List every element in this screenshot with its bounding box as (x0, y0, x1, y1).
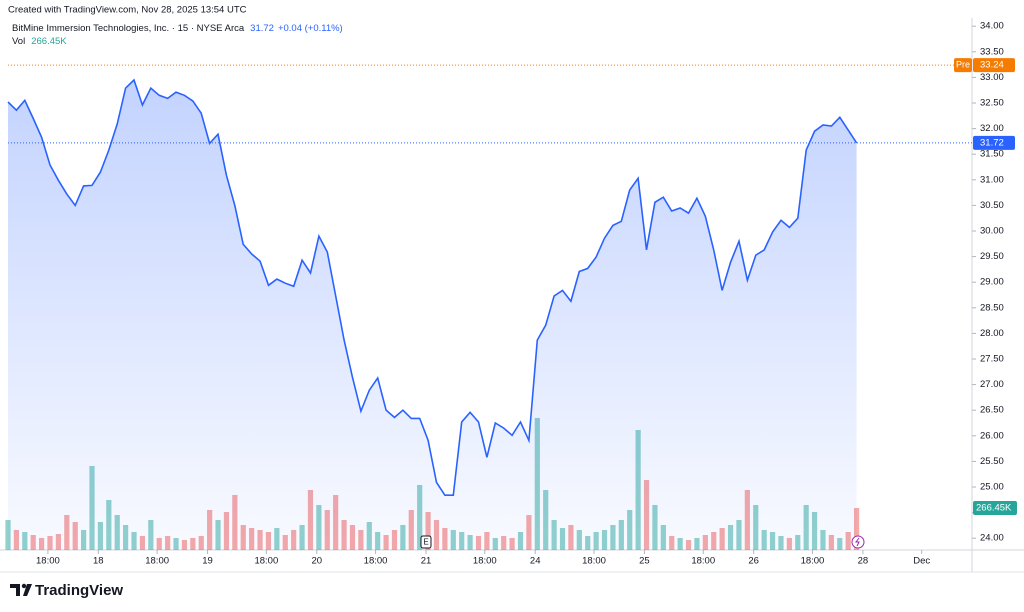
x-tick-label: 18 (93, 556, 104, 567)
legend-volume-value: 266.45K (31, 36, 67, 47)
x-tick-label: 18:00 (364, 556, 388, 567)
watermark: Created with TradingView.com, Nov 28, 20… (8, 5, 247, 16)
pre-price-label: 33.24 (980, 60, 1004, 71)
x-tick-label: 18:00 (801, 556, 825, 567)
y-tick-label: 26.50 (980, 405, 1004, 416)
y-tick-label: 34.00 (980, 21, 1004, 32)
event-marker (420, 535, 432, 549)
brand: TradingView (35, 582, 123, 599)
y-tick-label: 29.50 (980, 251, 1004, 262)
y-tick-label: 28.00 (980, 328, 1004, 339)
legend-line: BitMine Immersion Technologies, Inc. · 1… (12, 23, 343, 34)
x-tick-label: 18:00 (145, 556, 169, 567)
x-tick-label: 26 (748, 556, 759, 567)
brand-logo: TradingView (10, 582, 123, 599)
legend-volume-name: Vol (12, 36, 25, 47)
x-tick-label: 24 (530, 556, 541, 567)
x-tick-label: 18:00 (582, 556, 606, 567)
volume-badge-label: 266.45K (976, 503, 1012, 514)
x-tick-label: 25 (639, 556, 650, 567)
pre-badge (973, 58, 1015, 73)
event-label: E (423, 538, 428, 547)
price-line (7, 78, 858, 496)
y-tick-label: 31.50 (980, 149, 1004, 160)
y-tick-label: 24.00 (980, 533, 1004, 544)
alert-bolt (855, 537, 860, 547)
y-tick-label: 28.50 (980, 302, 1004, 313)
y-tick-label: 26.00 (980, 430, 1004, 441)
y-tick-label: 30.50 (980, 200, 1004, 211)
x-tick-label: 21 (421, 556, 432, 567)
x-tick-label: Dec (913, 556, 930, 567)
legend-change: +0.04 (+0.11%) (278, 23, 343, 34)
last-price-badge (973, 135, 1015, 150)
y-tick-label: 27.50 (980, 354, 1004, 365)
y-tick-label: 33.00 (980, 72, 1004, 83)
x-tick-label: 28 (858, 556, 869, 567)
logo-dot (21, 583, 27, 589)
x-tick-label: 18:00 (36, 556, 60, 567)
last-price-label: 31.72 (980, 137, 1004, 148)
y-tick-label: 32.00 (980, 123, 1004, 134)
y-tick-label: 25.50 (980, 456, 1004, 467)
pre-tag (954, 58, 972, 73)
pre-tag-label: Pre (956, 59, 970, 69)
logo-mark (10, 584, 20, 596)
legend-price: 31.72 (250, 23, 274, 34)
y-tick-label: 32.50 (980, 98, 1004, 109)
x-tick-label: 19 (202, 556, 213, 567)
volume-badge (973, 501, 1017, 515)
legend-symbol: BitMine Immersion Technologies, Inc. · 1… (12, 23, 245, 34)
y-tick-label: 31.00 (980, 174, 1004, 185)
logo-slash (23, 584, 32, 596)
y-tick-label: 29.00 (980, 277, 1004, 288)
x-tick-label: 18:00 (473, 556, 497, 567)
y-tick-label: 30.00 (980, 226, 1004, 237)
legend-volume: Vol 266.45K (12, 36, 67, 47)
x-tick-label: 18:00 (254, 556, 278, 567)
y-tick-label: 25.00 (980, 482, 1004, 493)
area-fill (8, 80, 857, 550)
y-tick-label: 33.50 (980, 46, 1004, 57)
x-tick-label: 18:00 (691, 556, 715, 567)
x-tick-label: 20 (311, 556, 322, 567)
y-tick-label: 27.00 (980, 379, 1004, 390)
